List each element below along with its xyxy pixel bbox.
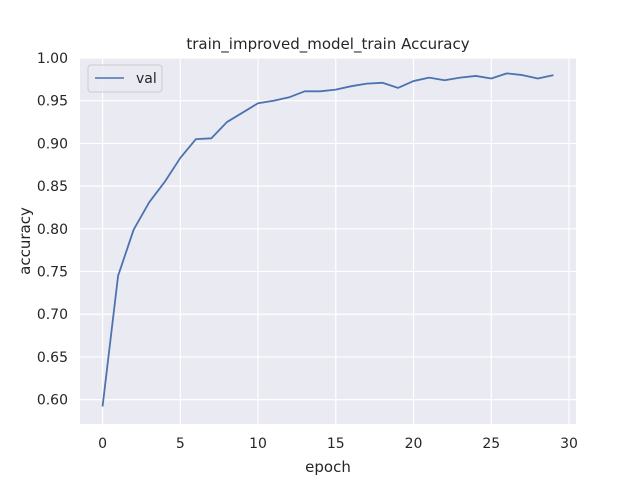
x-tick-label: 10 bbox=[249, 436, 267, 452]
x-tick-label: 30 bbox=[560, 436, 578, 452]
x-tick-label: 5 bbox=[176, 436, 185, 452]
legend: val bbox=[87, 64, 163, 93]
legend-box bbox=[87, 64, 163, 93]
y-tick-label: 0.70 bbox=[37, 307, 68, 323]
y-tick-label: 0.80 bbox=[37, 222, 68, 238]
y-axis-label: accuracy bbox=[16, 207, 34, 275]
chart-title: train_improved_model_train Accuracy bbox=[186, 35, 469, 54]
x-tick-label: 20 bbox=[405, 436, 423, 452]
series-layer bbox=[101, 72, 554, 407]
y-gridlines bbox=[80, 57, 576, 401]
y-tick-label: 0.95 bbox=[37, 94, 68, 110]
plot-background bbox=[80, 58, 576, 424]
y-tick-label: 0.90 bbox=[37, 136, 68, 152]
legend-label-val: val bbox=[136, 71, 157, 87]
x-tick-label: 25 bbox=[482, 436, 500, 452]
x-tick-label: 15 bbox=[327, 436, 345, 452]
x-gridlines bbox=[101, 58, 570, 424]
y-tick-label: 0.85 bbox=[37, 179, 68, 195]
x-tick-label: 0 bbox=[98, 436, 107, 452]
y-tick-label: 0.75 bbox=[37, 265, 68, 281]
y-tick-labels: 0.60 0.65 0.70 0.75 0.80 0.85 0.90 0.95 1.00 bbox=[37, 51, 68, 409]
x-axis-label: epoch bbox=[305, 458, 351, 476]
y-tick-label: 0.65 bbox=[37, 350, 68, 366]
y-tick-label: 1.00 bbox=[37, 51, 68, 67]
series-line-val bbox=[101, 72, 554, 407]
x-tick-labels: 0 5 10 15 20 25 30 bbox=[98, 436, 578, 452]
y-tick-label: 0.60 bbox=[37, 393, 68, 409]
